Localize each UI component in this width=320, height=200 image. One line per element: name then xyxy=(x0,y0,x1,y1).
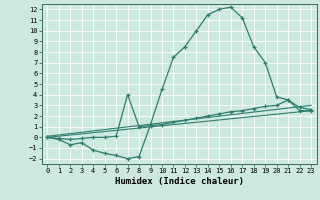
X-axis label: Humidex (Indice chaleur): Humidex (Indice chaleur) xyxy=(115,177,244,186)
